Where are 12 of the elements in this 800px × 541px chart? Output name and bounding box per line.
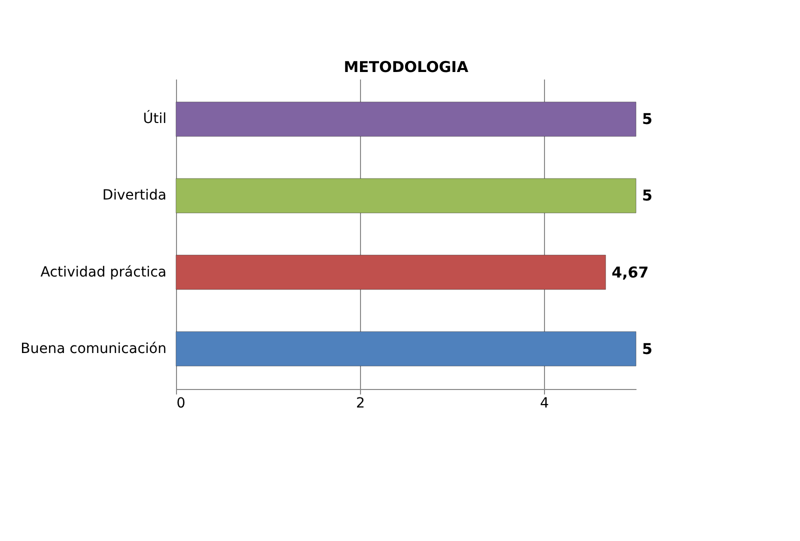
chart-title: METODOLOGIA: [344, 58, 469, 76]
data-label: 5: [642, 340, 652, 358]
data-label: 4,67: [612, 263, 649, 282]
y-tick-label: Divertida: [102, 188, 166, 204]
y-tick-label: Útil: [142, 110, 166, 128]
data-label: 5: [642, 186, 652, 205]
data-label: 5: [642, 110, 652, 128]
x-tick-label: 2: [356, 396, 365, 412]
x-tick-label: 4: [540, 396, 550, 412]
y-tick-label: Buena comunicación: [20, 340, 166, 357]
x-tick-label: 0: [176, 396, 186, 412]
y-tick-label: Actividad práctica: [40, 264, 166, 280]
